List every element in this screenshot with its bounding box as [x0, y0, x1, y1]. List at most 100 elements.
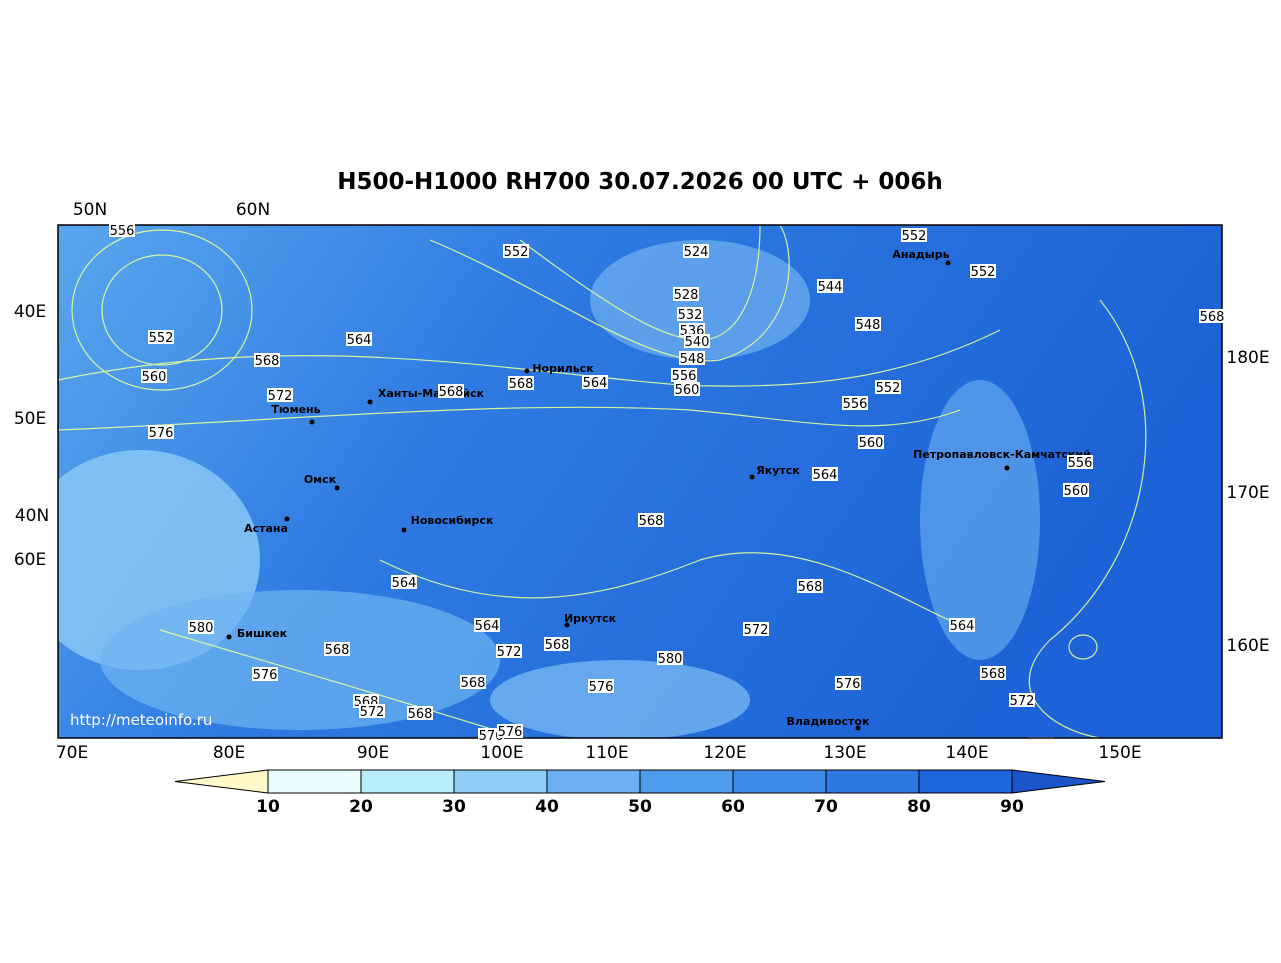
contour-label: 564: [583, 376, 608, 391]
contour-label-box: [812, 467, 838, 481]
contour-label-box: [188, 620, 214, 634]
lon-label: 110E: [585, 743, 628, 763]
contour-label: 524: [684, 245, 709, 260]
contour-label-box: [679, 351, 705, 365]
contour-label-box: [503, 244, 529, 258]
contour-label-box: [508, 376, 534, 390]
contour-label-box: [1009, 693, 1035, 707]
title: H500-H1000 RH700 30.07.2026 00 UTC + 006…: [337, 169, 943, 195]
contour-label: 576: [836, 677, 861, 692]
colorbar-tick-label: 30: [442, 797, 466, 817]
contour-label: 576: [253, 668, 278, 683]
contour-label-box: [460, 675, 486, 689]
contour-label: 548: [856, 318, 881, 333]
colorbar-cell: [267, 769, 362, 794]
contour-label-box: [496, 644, 522, 658]
watermark: http://meteoinfo.ru: [70, 711, 212, 729]
contour-label-box: [980, 666, 1006, 680]
colorbar-tick-label: 60: [721, 797, 745, 817]
contour-label: 568: [981, 667, 1006, 682]
contour-label-box: [875, 380, 901, 394]
city-label: Якутск: [756, 464, 800, 477]
contour-label-box: [657, 651, 683, 665]
city-label: Астана: [244, 522, 288, 535]
colorbar-tick-label: 20: [349, 797, 373, 817]
contour-label-box: [858, 435, 884, 449]
colorbar-cell: [546, 769, 641, 794]
contour-label-box: [582, 375, 608, 389]
contour-label-box: [797, 579, 823, 593]
contour-label-box: [970, 264, 996, 278]
colorbar-cell: [639, 769, 734, 794]
contour-label: 560: [675, 383, 700, 398]
contour-label-box: [407, 706, 433, 720]
city-label: Петропавловск-Камчатский: [913, 448, 1091, 461]
contour-label: 532: [678, 308, 703, 323]
contour-label-box: [267, 388, 293, 402]
contour-label-box: [254, 353, 280, 367]
contour-label: 580: [658, 652, 683, 667]
contour-label: 576: [589, 680, 614, 695]
contour-label: 564: [813, 468, 838, 483]
lon-label: 100E: [480, 743, 523, 763]
colorbar-tick-label: 10: [256, 797, 280, 817]
colorbar-cell: [918, 769, 1013, 794]
contour-label: 548: [680, 352, 705, 367]
city-dot: [367, 399, 373, 405]
contour-label-box: [391, 575, 417, 589]
lon-label: 130E: [823, 743, 866, 763]
map-frame: [57, 224, 1223, 739]
contour-label: 556: [672, 369, 697, 384]
city-dot: [564, 622, 570, 628]
axis-label: 160E: [1226, 636, 1269, 656]
contour-label-box: [438, 384, 464, 398]
lat-label: 60N: [236, 200, 270, 220]
contour-label-box: [677, 307, 703, 321]
contour-label-box: [588, 679, 614, 693]
lon-label: 140E: [945, 743, 988, 763]
contour-label-box: [1063, 483, 1089, 497]
contour-label: 572: [360, 705, 385, 720]
contour-label: 564: [392, 576, 417, 591]
contour-label-box: [855, 317, 881, 331]
contour-label-box: [684, 334, 710, 348]
contour-label: 540: [685, 335, 710, 350]
axis-label: 180E: [1226, 348, 1269, 368]
colorbar-cell: [825, 769, 920, 794]
contour-label-box: [474, 618, 500, 632]
colorbar-tick-label: 70: [814, 797, 838, 817]
city-label: Норильск: [532, 362, 594, 375]
contour-label: 576: [149, 426, 174, 441]
contour-label-box: [346, 332, 372, 346]
axis-label: 40E: [14, 302, 46, 322]
contour-label: 568: [325, 643, 350, 658]
colorbar-tick-label: 40: [535, 797, 559, 817]
city-dot: [749, 474, 755, 480]
lon-label: 90E: [357, 743, 389, 763]
colorbar-tick-label: 90: [1000, 797, 1024, 817]
contour-label-box: [148, 425, 174, 439]
city-label: Новосибирск: [411, 514, 494, 527]
contour-label: 552: [149, 331, 174, 346]
contour-label-box: [359, 704, 385, 718]
contour-label: 580: [189, 621, 214, 636]
city-label: Иркутск: [564, 612, 617, 625]
colorbar-cell: [732, 769, 827, 794]
colorbar: 10 20 30 40 50 60 70 80 90: [174, 769, 1106, 817]
contour-label-box: [683, 244, 709, 258]
city-label: Ханты-Мансийск: [378, 387, 485, 400]
city-dot: [284, 516, 290, 522]
lon-label: 120E: [703, 743, 746, 763]
contour-label-box: [141, 369, 167, 383]
contour-label-box: [638, 513, 664, 527]
contour-label-box: [743, 622, 769, 636]
contour-label-box: [842, 396, 868, 410]
contour-label: 564: [950, 619, 975, 634]
city-label: Владивосток: [787, 715, 870, 728]
contour-label: 568: [439, 385, 464, 400]
contour-label-box: [901, 228, 927, 242]
contour-label-box: [674, 382, 700, 396]
contour-label-box: [109, 223, 135, 237]
contour-label: 564: [347, 333, 372, 348]
colorbar-cell: [360, 769, 455, 794]
